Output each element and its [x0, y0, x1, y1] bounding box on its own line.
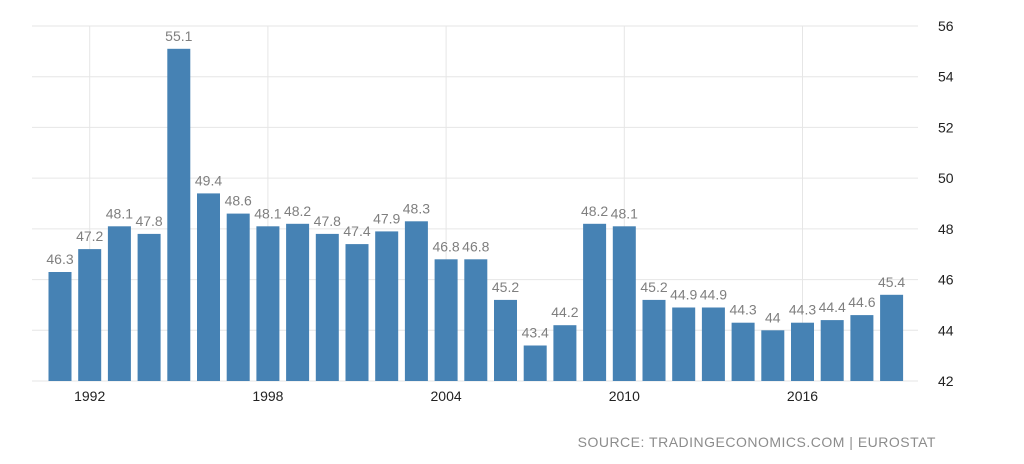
- bar: [107, 226, 131, 381]
- bar: [880, 294, 904, 381]
- data-label: 44.2: [551, 304, 578, 320]
- data-label: 44.4: [819, 299, 846, 315]
- data-label: 48.6: [225, 193, 252, 209]
- data-label: 47.9: [373, 210, 400, 226]
- data-label: 45.2: [492, 279, 519, 295]
- data-labels: 46.347.248.1 47.855.149.448.648.1 48.247.8…: [46, 28, 905, 341]
- data-label: 45.4: [878, 274, 905, 290]
- bar: [761, 330, 785, 381]
- data-label: 48.1: [254, 205, 281, 221]
- y-tick-label: 46: [938, 272, 954, 288]
- data-label: 44.3: [729, 302, 756, 318]
- data-label: 48.3: [403, 200, 430, 216]
- bar: [315, 233, 339, 381]
- data-label: 44.3: [789, 302, 816, 318]
- data-label: 46.3: [46, 251, 73, 267]
- x-tick-label: 2004: [431, 388, 462, 404]
- bar: [731, 322, 755, 381]
- bars: [48, 48, 904, 382]
- y-tick-label: 54: [938, 69, 954, 85]
- x-tick-label: 2016: [787, 388, 818, 404]
- bar: [642, 299, 666, 381]
- data-label: 48.2: [581, 203, 608, 219]
- y-tick-label: 56: [938, 18, 954, 34]
- source-credit: SOURCE: TRADINGECONOMICS.COM | EUROSTAT: [577, 434, 936, 450]
- data-label: 47.8: [135, 213, 162, 229]
- x-tick-label: 2010: [609, 388, 640, 404]
- x-axis: 1992 1998 2004 2010 2016: [74, 388, 818, 404]
- y-tick-label: 44: [938, 322, 954, 338]
- y-tick-label: 52: [938, 119, 954, 135]
- data-label: 47.4: [343, 223, 370, 239]
- data-label: 48.1: [106, 205, 133, 221]
- bar: [226, 213, 250, 381]
- bar: [434, 259, 458, 381]
- bar: [48, 272, 72, 381]
- x-tick-label: 1998: [252, 388, 283, 404]
- data-label: 47.8: [314, 213, 341, 229]
- bar: [167, 48, 191, 382]
- bar: [256, 226, 280, 381]
- bar: [820, 320, 844, 381]
- data-label: 44.9: [670, 287, 697, 303]
- bar: [612, 226, 636, 381]
- bar: [137, 233, 161, 381]
- bar: [494, 299, 517, 381]
- bar: [404, 221, 428, 381]
- x-tick-label: 1992: [74, 388, 105, 404]
- data-label: 48.2: [284, 203, 311, 219]
- data-label: 44: [765, 309, 781, 325]
- bar: [791, 322, 814, 381]
- bar: [701, 307, 725, 381]
- bar: [197, 193, 220, 381]
- bar: [78, 249, 102, 381]
- data-label: 46.8: [462, 238, 489, 254]
- bar: [375, 231, 399, 381]
- bar: [523, 345, 547, 381]
- bar: [672, 307, 696, 381]
- y-tick-label: 42: [938, 373, 954, 389]
- data-label: 49.4: [195, 172, 222, 188]
- data-label: 46.8: [432, 238, 459, 254]
- data-label: 47.2: [76, 228, 103, 244]
- bar: [583, 223, 607, 381]
- bar: [286, 223, 310, 381]
- y-tick-label: 48: [938, 221, 954, 237]
- data-label: 44.6: [848, 294, 875, 310]
- data-label: 43.4: [522, 325, 549, 341]
- data-label: 48.1: [611, 205, 638, 221]
- y-tick-label: 50: [938, 170, 954, 186]
- bar: [464, 259, 488, 381]
- data-label: 44.9: [700, 287, 727, 303]
- bar: [850, 315, 874, 381]
- y-axis: 42 44 46 48 50 52 54 56: [938, 18, 954, 389]
- bar: [553, 325, 577, 381]
- data-label: 55.1: [165, 28, 192, 44]
- bar: [345, 244, 369, 381]
- data-label: 45.2: [640, 279, 667, 295]
